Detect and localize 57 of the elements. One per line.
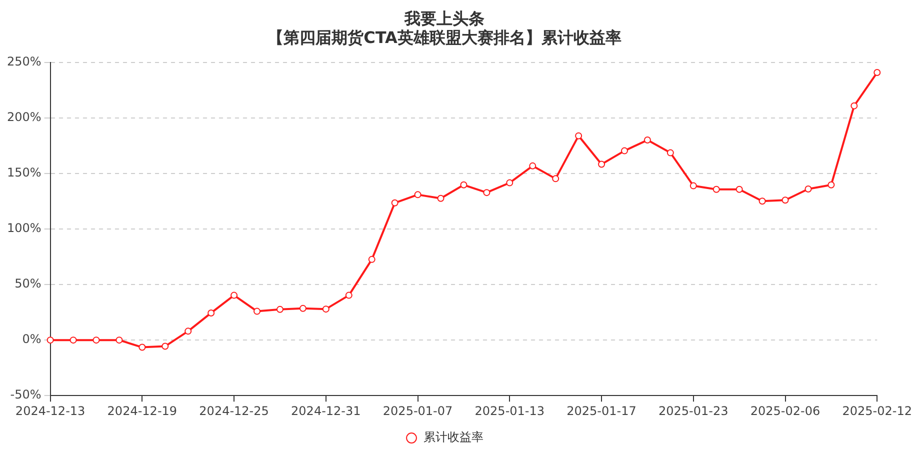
point [414,191,422,198]
y-tick-label: 150% [6,166,42,180]
point [254,308,261,315]
point [162,342,169,350]
point [529,162,536,170]
point [804,186,812,193]
x-tick-label: 2025-01-17 [566,404,636,418]
point [506,179,514,186]
x-tick-label: 2025-02-12 [842,404,912,418]
point [850,102,858,110]
point [483,189,490,196]
x-tick-label: 2025-01-13 [474,404,545,418]
point [666,149,674,156]
point [345,292,352,299]
point [736,186,743,193]
y-tick-label: 250% [6,54,42,69]
point [391,199,398,206]
y-tick-label: 50% [14,276,42,291]
x-tick-label: 2024-12-31 [291,404,361,418]
point [322,306,330,313]
point [368,256,376,263]
point [712,186,720,193]
point [460,181,468,188]
legend-label: 累计收益率 [424,430,484,444]
point [620,147,628,154]
x-tick-label: 2025-01-07 [382,404,453,418]
point [46,336,54,344]
x-tick-label: 2024-12-13 [15,404,86,418]
point [758,198,766,205]
text: 【第四届期货CTA英雄联盟大赛排名】累计收益率 [268,28,622,47]
y-tick-label: 200% [6,110,42,124]
x-tick-label: 2024-12-19 [107,404,178,418]
y-tick-label: -50% [10,388,42,402]
point [116,336,123,344]
x-tick-label: 2025-01-23 [658,404,728,418]
y-tick-label: 100% [6,221,42,236]
point [276,306,284,313]
x-tick-label: 2025-02-06 [750,404,820,418]
point [828,181,835,188]
point [782,196,789,204]
point [437,194,444,202]
point [184,328,192,335]
point [208,309,215,316]
point [552,175,560,182]
y-tick-label: 0% [22,332,42,346]
point [598,160,606,168]
point [690,182,697,190]
point [575,132,582,140]
text: 我要上头条 [404,8,484,28]
point [92,336,100,344]
point [230,292,238,299]
point [299,304,306,312]
point [70,336,77,344]
point [644,136,651,144]
x-tick-label: 2024-12-25 [199,404,269,418]
point [874,69,881,76]
point [138,344,146,351]
